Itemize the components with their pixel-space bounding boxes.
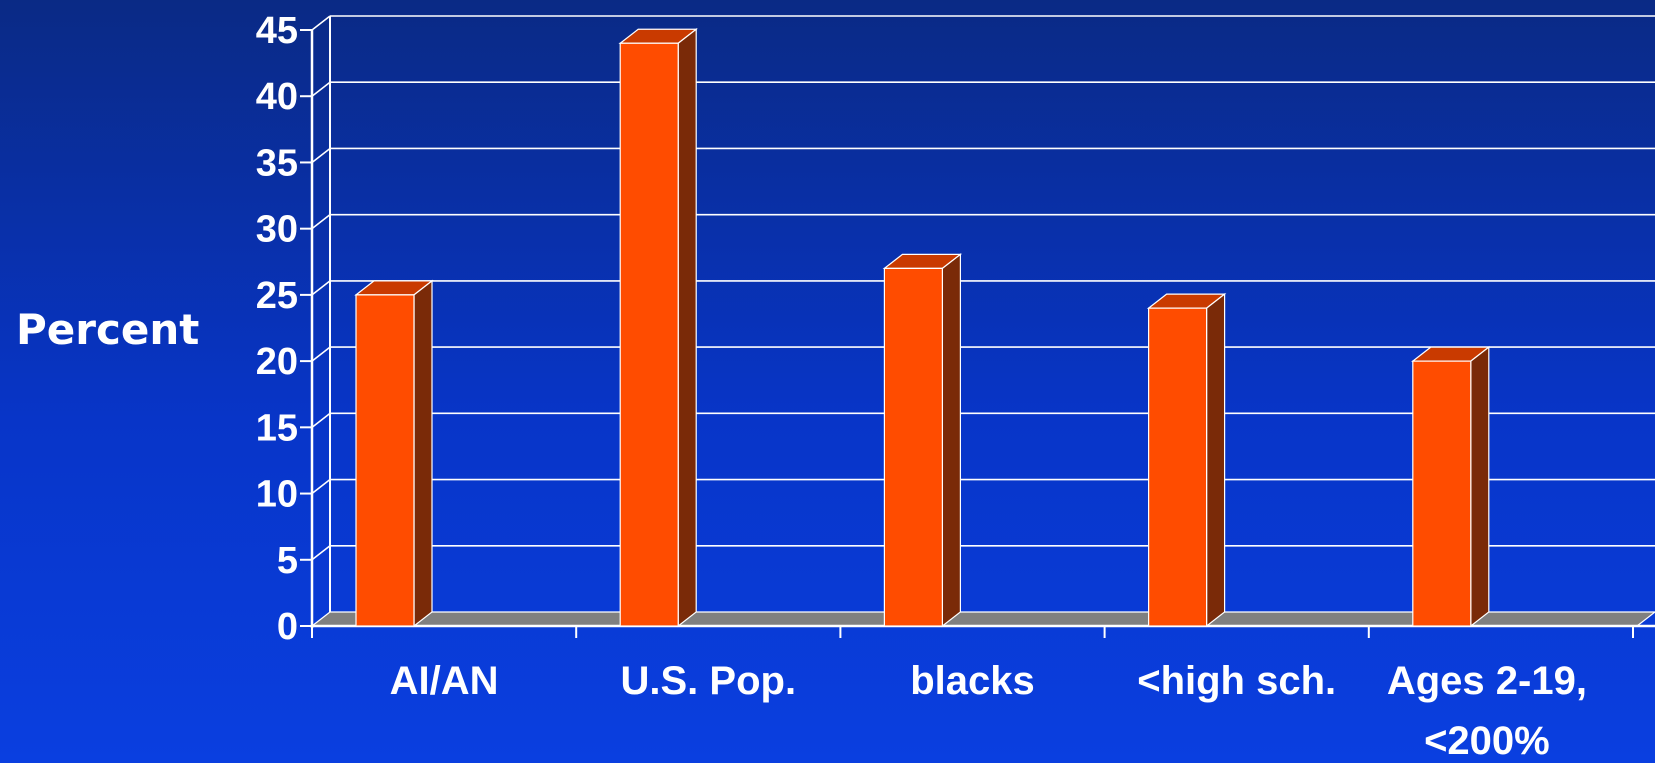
gridline-side: [311, 280, 331, 296]
gridline-side: [311, 346, 331, 362]
y-tick-label: 30: [256, 209, 298, 251]
y-tick-label: 40: [256, 76, 298, 118]
gridline-side: [311, 147, 331, 164]
gridline-side: [311, 478, 331, 495]
bar-side: [941, 253, 962, 628]
bar-front: [619, 42, 679, 627]
category-label: U.S. Pop.: [621, 659, 797, 703]
y-tick-labels: 0 5 10 15 20 25 30 35 40 45: [256, 10, 298, 648]
y-tick-label: 5: [277, 540, 298, 582]
bar-front: [1412, 360, 1472, 627]
bar-side: [413, 279, 433, 628]
category-label: AI/AN: [390, 659, 499, 703]
bar-front: [1147, 307, 1208, 627]
category-label: blacks: [910, 659, 1035, 703]
gridline-side: [311, 545, 331, 561]
bar-side: [1470, 345, 1490, 628]
y-axis-label: Percent: [16, 305, 199, 354]
category-label: Ages 2-19,: [1387, 659, 1587, 703]
y-tick-label: 15: [256, 407, 298, 449]
bars: [354, 28, 1491, 628]
gridline-side: [311, 214, 331, 230]
category-label: <200%: [1424, 719, 1550, 763]
bar: [618, 28, 698, 628]
gridline-side: [311, 81, 331, 97]
grid-lines: [311, 15, 1655, 561]
bar: [354, 279, 434, 628]
gridline-side: [311, 15, 331, 31]
bar-side: [677, 28, 697, 628]
bar: [1411, 345, 1491, 628]
bar: [882, 253, 963, 628]
gridline-side: [311, 412, 331, 428]
bar-side: [1205, 292, 1226, 628]
y-tick-label: 10: [256, 474, 298, 516]
bar: [1146, 292, 1227, 628]
y-tick-label: 0: [277, 606, 298, 648]
y-tick-label: 25: [256, 275, 298, 317]
category-labels: AI/AN U.S. Pop. blacks <high sch. Ages 2-19,…: [390, 659, 1587, 763]
y-tick-label: 45: [256, 10, 298, 52]
y-tick-label: 35: [256, 142, 298, 184]
y-tick-label: 20: [256, 341, 298, 383]
category-label: <high sch.: [1137, 659, 1336, 703]
bar-front: [355, 294, 415, 627]
bar-front: [883, 267, 944, 627]
